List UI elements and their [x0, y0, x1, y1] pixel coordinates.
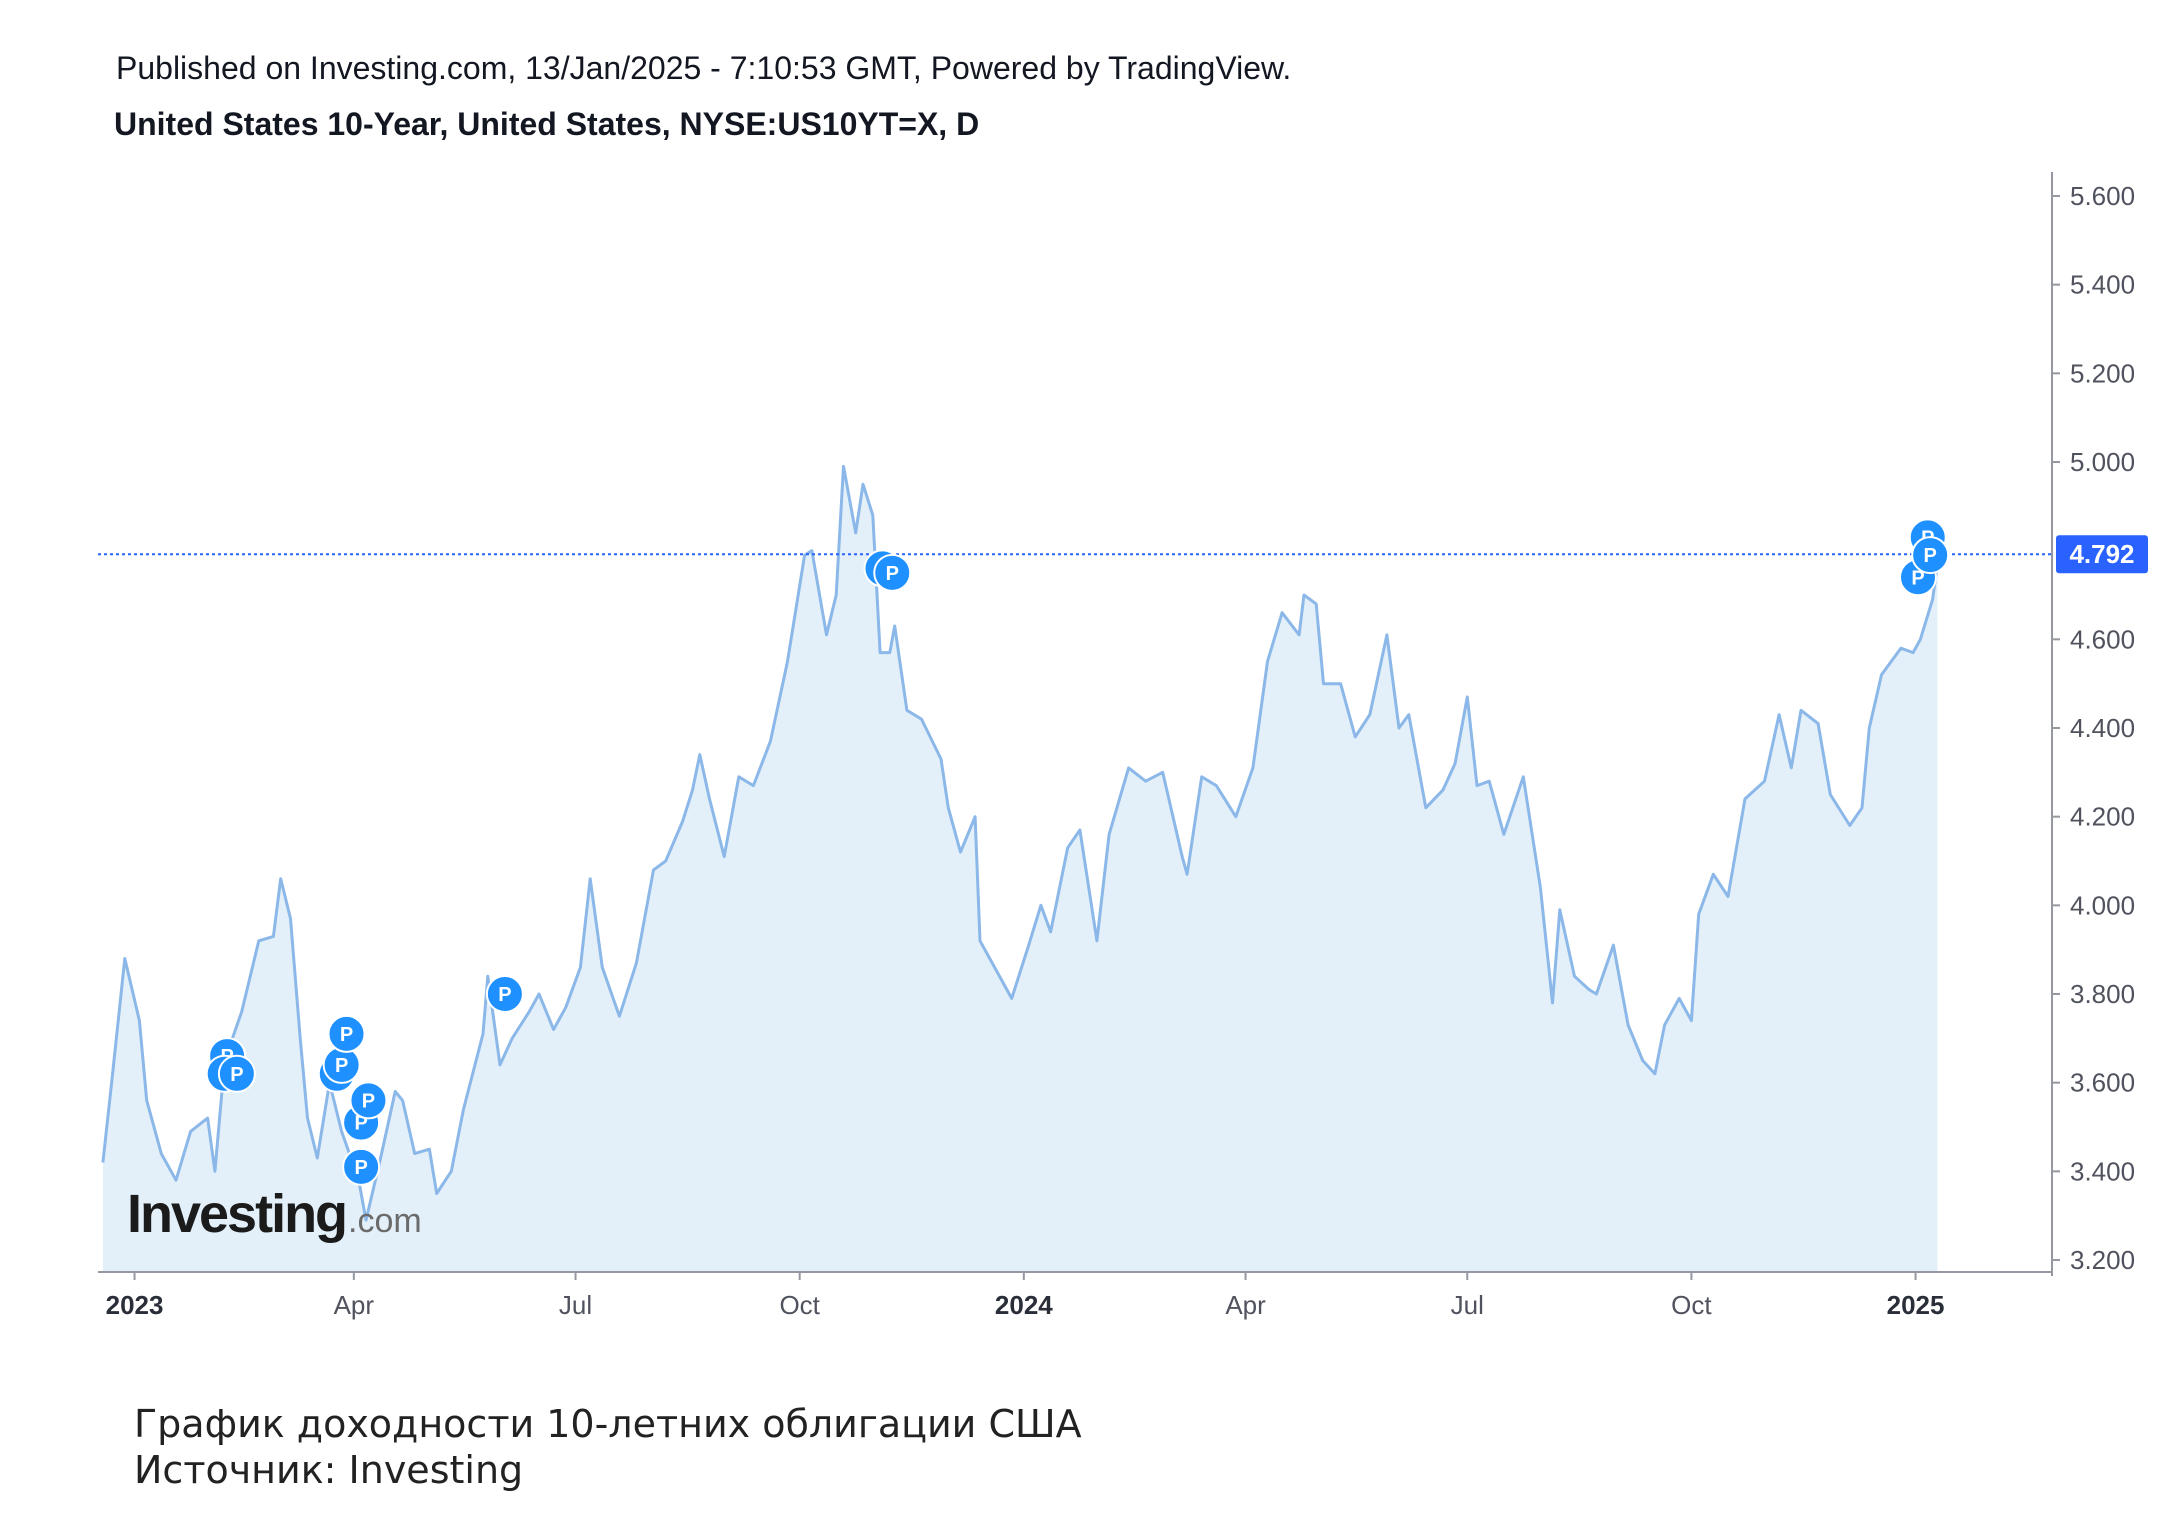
marker-label: P [362, 1090, 375, 1112]
marker-label: P [1924, 545, 1937, 567]
marker-label: P [340, 1024, 353, 1046]
y-tick-label: 5.400 [2070, 270, 2135, 300]
y-tick-label: 3.200 [2070, 1245, 2135, 1275]
series-area [102, 466, 1938, 1272]
logo-suffix: .com [348, 1202, 422, 1240]
published-info: Published on Investing.com, 13/Jan/2025 … [116, 50, 1292, 86]
logo-text: Investing [127, 1184, 346, 1244]
line-layer [101, 464, 1939, 1222]
x-tick-label: 2023 [106, 1290, 164, 1320]
area-layer [102, 466, 1938, 1272]
marker-circle [485, 975, 524, 1013]
marker-label: P [1911, 567, 1924, 589]
marker-label: P [886, 563, 899, 585]
x-tick-label: Apr [334, 1290, 375, 1320]
marker-circle [1911, 536, 1950, 575]
marker-label: P [498, 984, 511, 1006]
last-price-badge [2056, 535, 2148, 574]
y-tick-label: 3.600 [2070, 1068, 2135, 1098]
marker-circle [217, 1054, 256, 1093]
x-tick-label: Jul [1451, 1290, 1484, 1320]
marker-circle [349, 1081, 388, 1120]
y-tick-label: 4.000 [2070, 890, 2135, 920]
axis-layer: 5.600 5.400 5.200 5.000 4.600 4.400 4.200 4.000… [98, 172, 2135, 1320]
x-tick-label: Apr [1225, 1290, 1266, 1320]
marker-circle [873, 553, 912, 592]
caption-source: Источник: Investing [134, 1448, 524, 1492]
marker-circle [342, 1147, 381, 1186]
caption-title: График доходности 10-летних облигации СШ… [134, 1402, 1082, 1446]
investing-logo: Investing .com [127, 1184, 422, 1244]
marker-layer: PPPPPPPPPPPPPPP [205, 518, 1950, 1186]
marker-circle [327, 1014, 366, 1053]
price-line-layer: 4.792 [98, 535, 2148, 574]
y-tick-label: 3.800 [2070, 979, 2135, 1009]
x-tick-label: Oct [779, 1290, 820, 1320]
publication-marker: P [349, 1081, 388, 1120]
y-tick-label: 4.600 [2070, 624, 2135, 654]
marker-label: P [230, 1064, 243, 1086]
y-tick-label: 3.400 [2070, 1156, 2135, 1186]
marker-label: P [335, 1055, 348, 1077]
y-tick-label: 5.000 [2070, 447, 2135, 477]
chart-symbol-title: United States 10-Year, United States, NY… [114, 106, 980, 142]
x-tick-label: Oct [1671, 1290, 1712, 1320]
marker-label: P [354, 1157, 367, 1179]
publication-marker: P [217, 1054, 256, 1093]
publication-marker: P [327, 1014, 366, 1053]
y-tick-label: 5.600 [2070, 181, 2135, 211]
publication-marker: P [342, 1147, 381, 1186]
x-tick-label: Jul [559, 1290, 592, 1320]
publication-marker: P [322, 1045, 361, 1084]
publication-marker: P [873, 553, 912, 592]
x-tick-label: 2025 [1887, 1290, 1945, 1320]
series-line [101, 464, 1939, 1222]
y-tick-label: 5.200 [2070, 358, 2135, 388]
y-tick-label: 4.400 [2070, 713, 2135, 743]
last-price-label: 4.792 [2069, 539, 2134, 569]
publication-marker: P [485, 975, 524, 1013]
publication-marker: P [1911, 536, 1950, 575]
y-tick-label: 4.200 [2070, 802, 2135, 832]
x-tick-label: 2024 [995, 1290, 1053, 1320]
